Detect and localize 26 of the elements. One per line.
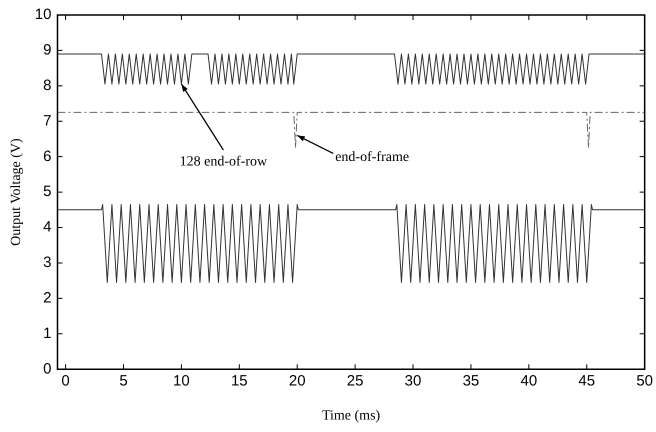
annotation: end-of-frame xyxy=(335,150,410,166)
x-tick-label: 25 xyxy=(346,372,364,390)
x-tick-label: 40 xyxy=(520,372,538,390)
x-axis-title: Time (ms) xyxy=(322,408,381,424)
x-tick-label: 30 xyxy=(404,372,422,390)
y-tick-label: 2 xyxy=(43,290,52,306)
y-tick-label: 0 xyxy=(43,360,52,378)
x-tick-label: 35 xyxy=(462,372,480,390)
x-tick-label: 50 xyxy=(636,372,653,390)
y-tick-label: 7 xyxy=(43,112,52,130)
y-tick-label: 6 xyxy=(43,148,52,165)
x-tick-label: 10 xyxy=(173,372,190,390)
x-tick-label: 0 xyxy=(61,372,70,390)
y-axis-title: Output Voltage (V) xyxy=(9,138,24,246)
y-tick-label: 4 xyxy=(43,218,52,236)
y-tick-label: 9 xyxy=(43,42,52,59)
annotation: 128 end-of-row xyxy=(180,154,268,170)
x-tick-label: 5 xyxy=(119,372,128,390)
y-tick-label: 10 xyxy=(34,6,52,24)
y-tick-label: 1 xyxy=(43,324,52,342)
x-tick-label: 15 xyxy=(230,372,248,390)
y-tick-label: 3 xyxy=(43,254,52,272)
x-tick-label: 45 xyxy=(578,372,596,390)
y-tick-label: 8 xyxy=(43,76,52,94)
y-tick-label: 5 xyxy=(43,183,52,200)
x-tick-label: 20 xyxy=(288,372,306,390)
